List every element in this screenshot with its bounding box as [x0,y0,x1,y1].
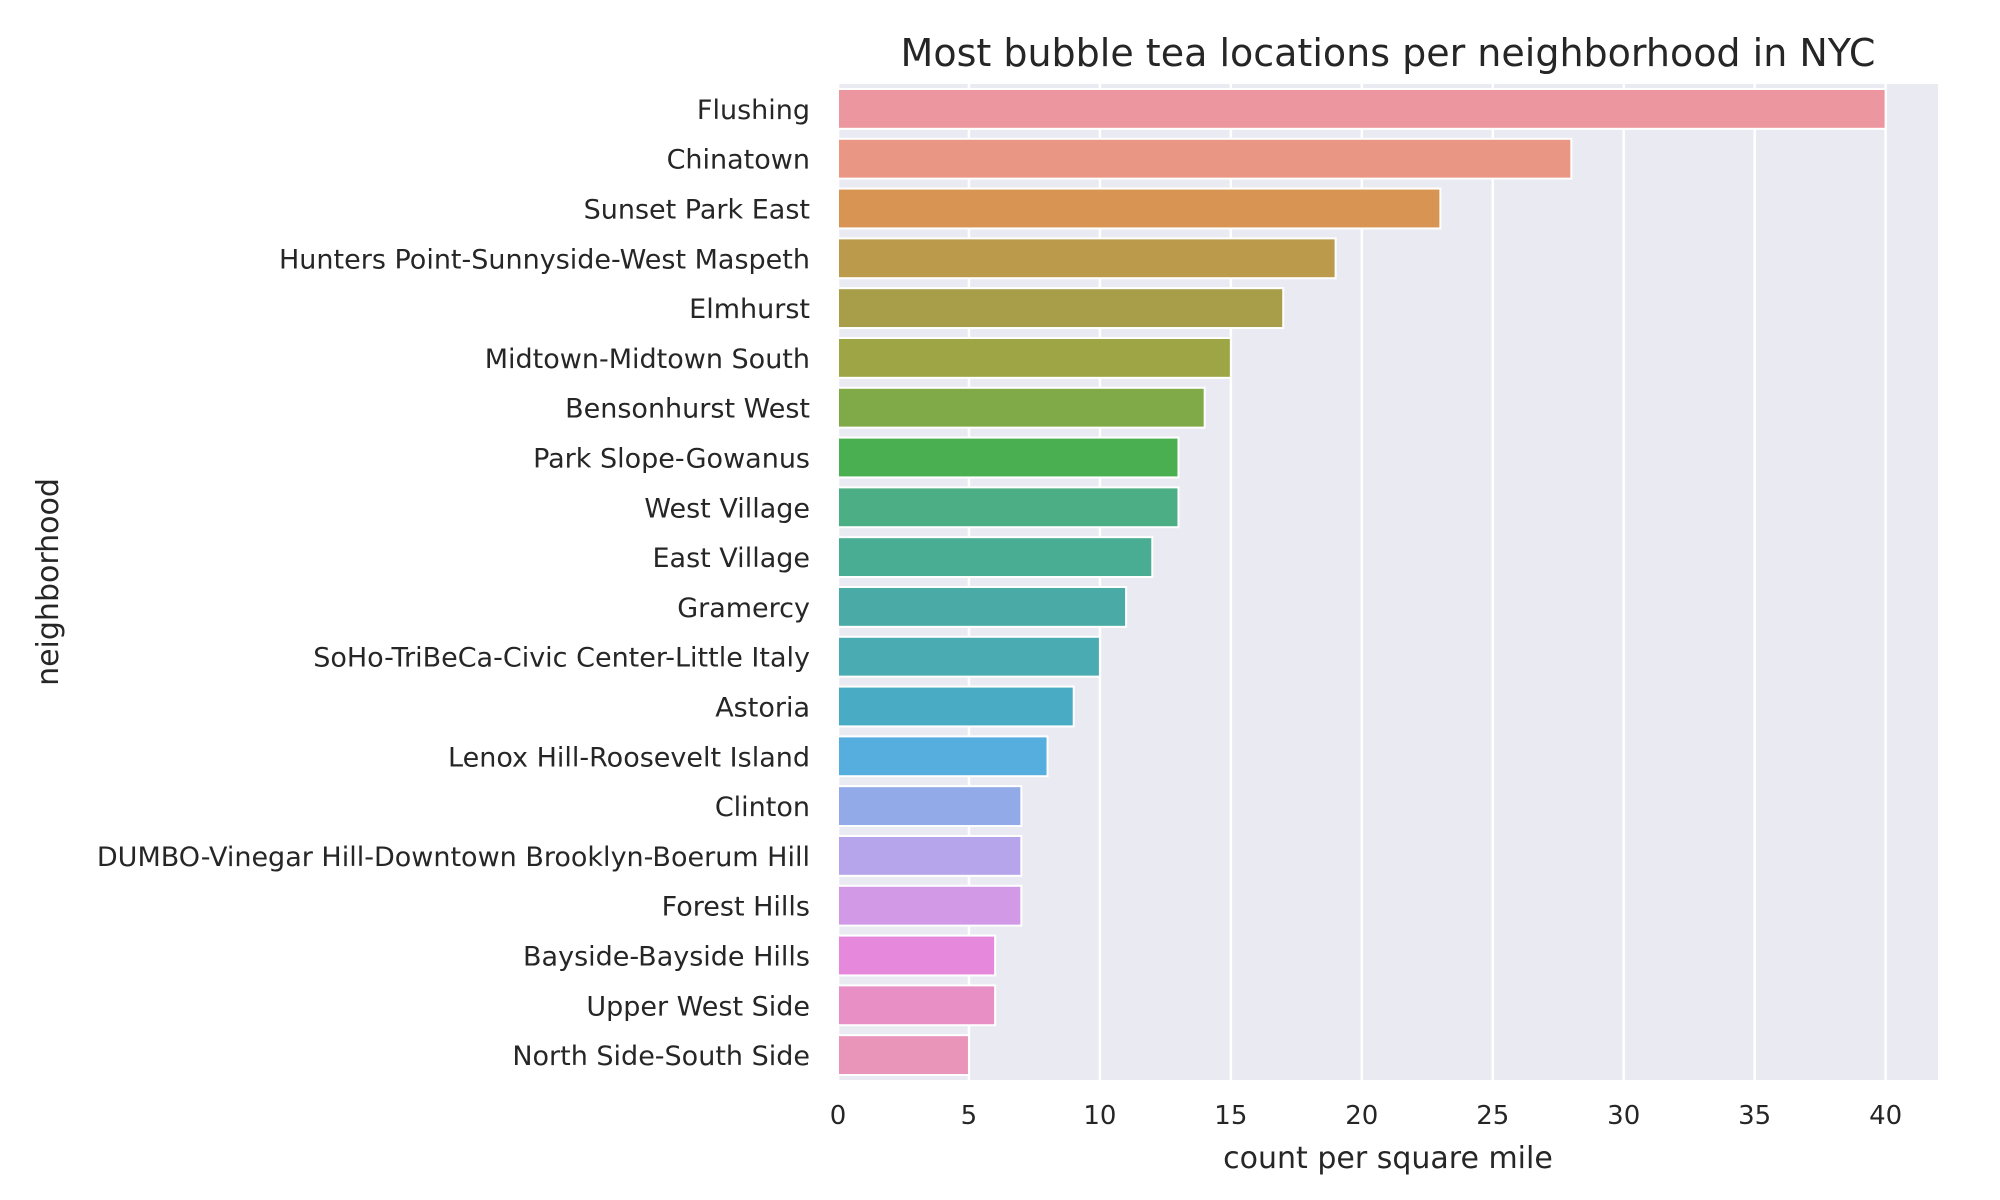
plot-background [838,84,1938,1080]
bar [837,486,1180,529]
x-tick-label: 40 [1869,1101,1902,1131]
category-label: Hunters Point-Sunnyside-West Maspeth [279,244,810,275]
category-label: SoHo-TriBeCa-Civic Center-Little Italy [313,643,810,674]
category-label: Midtown-Midtown South [485,344,810,375]
bars [837,87,1887,1077]
bar [837,287,1285,330]
bar [837,237,1337,280]
category-label: Bayside-Bayside Hills [523,942,810,973]
bar [837,585,1128,628]
bar [837,187,1442,230]
category-label: Upper West Side [586,991,810,1022]
category-label: North Side-South Side [512,1041,810,1072]
bar [837,386,1206,429]
bar [837,87,1887,130]
category-label: Gramercy [677,593,810,624]
category-label: Bensonhurst West [565,394,810,425]
category-label: Park Slope-Gowanus [533,444,810,475]
x-tick-label: 30 [1607,1101,1640,1131]
bar [837,536,1154,579]
x-tick-label: 5 [961,1101,978,1131]
bar [837,685,1075,728]
bar [837,137,1573,180]
chart-title: Most bubble tea locations per neighborho… [901,31,1876,75]
y-axis-label: neighborhood [31,478,66,686]
bar [837,1034,970,1077]
bar [837,436,1180,479]
category-label: Elmhurst [689,294,810,325]
category-label: Clinton [715,792,810,823]
x-tick-label: 25 [1476,1101,1509,1131]
bar [837,884,1023,927]
category-label: Lenox Hill-Roosevelt Island [448,742,810,773]
bar [837,735,1049,778]
x-tick-label: 20 [1345,1101,1378,1131]
category-label: Astoria [715,693,810,724]
category-label: Sunset Park East [584,195,810,226]
bar [837,834,1023,877]
category-label: Forest Hills [662,892,810,923]
category-label: Chinatown [667,145,810,176]
category-label: Flushing [697,95,810,126]
bar [837,336,1232,379]
bar [837,934,997,977]
x-axis-label: count per square mile [1223,1141,1553,1176]
x-tick-label: 0 [830,1101,847,1131]
category-labels: Flushing Chinatown Sunset Park East Hunters… [97,95,810,1072]
x-tick-label: 10 [1083,1101,1116,1131]
x-tick-label: 15 [1214,1101,1247,1131]
category-label: West Village [644,493,810,524]
x-tick-label: 35 [1738,1101,1771,1131]
category-label: East Village [652,543,810,574]
bar [837,635,1101,678]
bar [837,984,997,1027]
x-tick-labels: 0 5 10 15 20 25 30 35 40 [830,1101,1902,1131]
category-label: DUMBO-Vinegar Hill-Downtown Brooklyn-Boe… [97,842,810,873]
bar [837,785,1023,828]
